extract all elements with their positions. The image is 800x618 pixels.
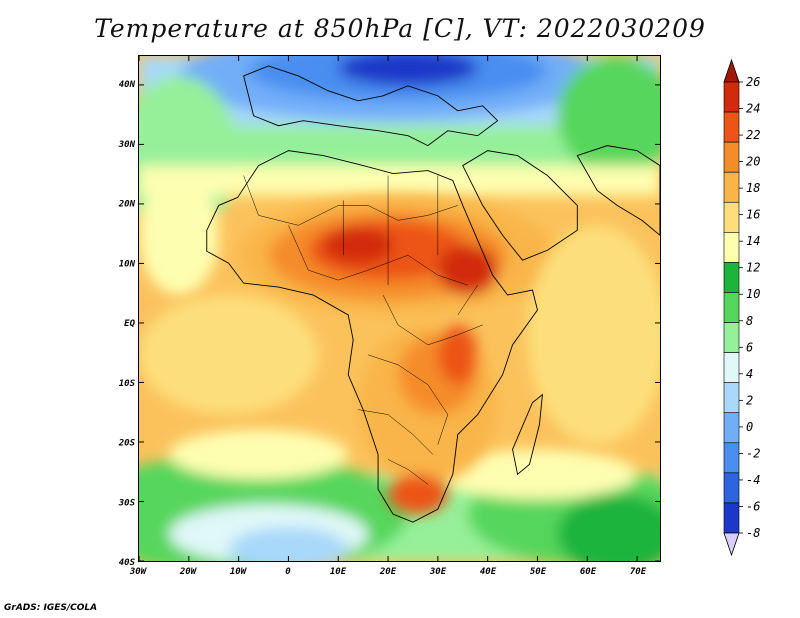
colorbar-swatch: [723, 502, 740, 534]
colorbar-label: 20: [746, 155, 760, 169]
coastlines: [206, 65, 660, 523]
lon-label: 30W: [129, 567, 148, 577]
colorbar-label: 24: [746, 102, 760, 116]
lon-label: 50E: [530, 567, 547, 577]
colorbar-label: 12: [746, 261, 760, 275]
lat-ticks: [139, 84, 660, 561]
lat-label: 20N: [118, 200, 136, 210]
temperature-field: [139, 56, 660, 561]
colorbar-arrow-top: [723, 58, 740, 83]
chart-title: Temperature at 850hPa [C], VT: 202203020…: [94, 14, 706, 43]
colorbar-label: -8: [746, 526, 760, 540]
lat-label: EQ: [124, 319, 135, 329]
lon-label: 30E: [429, 567, 447, 577]
lat-label: 40N: [119, 80, 136, 90]
temperature-map: [138, 55, 661, 562]
lat-label: 10N: [119, 259, 136, 269]
colorbar-label: 6: [746, 340, 753, 354]
colorbar-swatch: [723, 262, 740, 293]
software-credit: GrADS: IGES/COLA: [4, 603, 98, 613]
colorbar-swatch: [723, 382, 740, 414]
lat-label: 20S: [118, 439, 136, 449]
colorbar-swatch: [723, 412, 740, 444]
colorbar-label: -2: [746, 446, 760, 460]
lon-label: 70E: [630, 567, 647, 577]
colorbar-swatch: [723, 352, 740, 383]
colorbar-label: 22: [746, 128, 760, 142]
colorbar-swatch: [723, 81, 740, 113]
colorbar-swatch: [723, 141, 740, 173]
lat-label: 10S: [119, 379, 136, 389]
lon-label: 10E: [330, 567, 347, 577]
lon-label: 20W: [179, 567, 198, 577]
colorbar-label: 14: [746, 234, 760, 248]
colorbar-swatch: [723, 322, 740, 353]
lat-label: 30S: [118, 498, 136, 508]
colorbar-label: 2: [746, 393, 753, 407]
colorbar-label: 16: [746, 208, 760, 222]
colorbar-label: 8: [746, 314, 753, 328]
country-borders: [243, 175, 483, 485]
lon-label: 0: [285, 567, 291, 577]
colorbar-label: 26: [746, 75, 760, 89]
lon-label: 60E: [580, 567, 597, 577]
colorbar-arrow-bottom: [723, 532, 740, 557]
colorbar-swatch: [723, 201, 740, 233]
colorbar-label: -4: [746, 473, 760, 487]
colorbar-swatch: [723, 442, 740, 474]
lon-label: 40E: [480, 567, 497, 577]
colorbar-swatch: [723, 111, 740, 143]
colorbar-label: 18: [746, 181, 760, 195]
colorbar-swatch: [723, 171, 740, 203]
lat-labels: 40N 30N 20N 10N EQ 10S 20S 30S 40S: [118, 80, 136, 568]
colorbar-label: 4: [746, 367, 753, 381]
colorbar-label: 10: [746, 287, 760, 301]
colorbar-swatch: [723, 292, 740, 323]
lon-labels: 30W 20W 10W 0 10E 20E 30E 40E 50E 60E 70E: [129, 567, 647, 577]
map-tick-marks: [139, 56, 660, 561]
colorbar-swatch: [723, 472, 740, 504]
lat-label: 30N: [118, 140, 136, 150]
colorbar-label: -6: [746, 499, 760, 513]
lat-label: 40S: [119, 558, 136, 568]
colorbar-label: 0: [746, 420, 753, 434]
lon-label: 20E: [379, 567, 397, 577]
lon-ticks: [139, 56, 638, 561]
colorbar-swatch: [723, 232, 740, 263]
lon-label: 10W: [230, 567, 248, 577]
